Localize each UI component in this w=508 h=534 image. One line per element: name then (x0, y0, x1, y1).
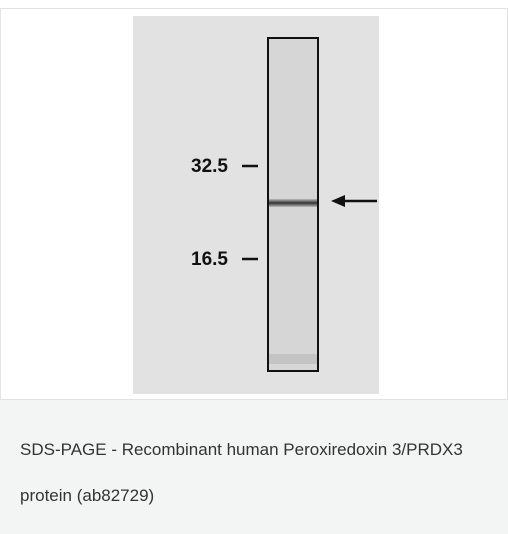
protein-band (269, 199, 317, 207)
marker-label: 32.5 (191, 156, 228, 177)
page: 32.5 16.5 SDS-PAGE - Recombinant human P… (0, 0, 508, 533)
image-area: 32.5 16.5 (0, 9, 508, 399)
caption: SDS-PAGE - Recombinant human Peroxiredox… (20, 427, 490, 519)
gel-image: 32.5 16.5 (133, 16, 379, 394)
marker-label: 16.5 (191, 249, 228, 270)
dye-front (269, 354, 317, 364)
caption-area: SDS-PAGE - Recombinant human Peroxiredox… (0, 399, 508, 534)
figure-card: 32.5 16.5 SDS-PAGE - Recombinant human P… (0, 8, 508, 533)
